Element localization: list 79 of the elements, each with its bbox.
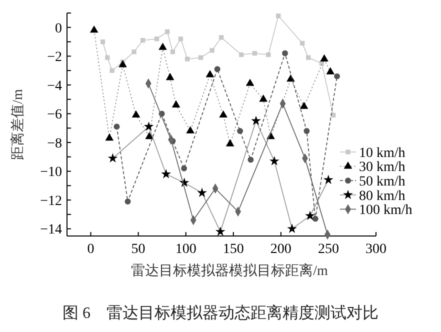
- point: [214, 66, 220, 72]
- x-tick-label: 100: [175, 242, 196, 257]
- y-tick-label: −12: [40, 194, 62, 209]
- point: [105, 133, 114, 141]
- point: [164, 29, 170, 34]
- point: [181, 165, 188, 172]
- point: [114, 124, 120, 130]
- point: [269, 156, 280, 166]
- point: [237, 128, 244, 134]
- point: [105, 55, 110, 60]
- point: [197, 188, 207, 198]
- point: [158, 42, 167, 50]
- point: [140, 38, 146, 43]
- point: [186, 126, 194, 134]
- point: [178, 36, 184, 42]
- point: [215, 226, 226, 236]
- point: [154, 36, 160, 42]
- point: [320, 54, 328, 62]
- point: [198, 55, 204, 60]
- x-tick-label: 50: [131, 242, 146, 257]
- x-axis-title: 雷达目标模拟器模拟目标距离/m: [131, 263, 328, 279]
- y-tick-label: −6: [47, 108, 62, 123]
- point: [170, 50, 176, 54]
- legend-label: 50 km/h: [359, 174, 406, 190]
- y-tick-label: −4: [47, 78, 62, 94]
- y-tick-label: −2: [47, 50, 62, 66]
- point: [287, 224, 297, 233]
- point: [124, 198, 131, 204]
- point: [206, 70, 214, 78]
- point: [282, 50, 288, 56]
- point: [276, 14, 281, 18]
- point: [108, 153, 118, 162]
- point: [218, 35, 224, 40]
- legend-label: 80 km/h: [359, 188, 406, 204]
- point: [185, 56, 190, 62]
- point: [246, 78, 254, 86]
- point: [226, 139, 234, 146]
- point: [259, 94, 268, 102]
- point: [305, 210, 315, 220]
- point: [132, 50, 136, 54]
- legend-label: 30 km/h: [359, 160, 406, 176]
- point: [251, 116, 261, 126]
- y-tick-label: 0: [55, 21, 62, 36]
- point: [132, 110, 140, 118]
- point: [100, 39, 106, 44]
- y-tick-label: −8: [47, 136, 62, 152]
- x-tick-label: 150: [222, 242, 244, 257]
- legend-label: 10 km/h: [359, 146, 406, 161]
- point: [145, 132, 154, 140]
- x-tick-label: 250: [318, 242, 339, 257]
- point: [300, 40, 305, 46]
- point: [144, 121, 154, 131]
- point: [306, 55, 311, 60]
- point: [118, 60, 127, 68]
- y-axis-title: 距离差值/m: [10, 89, 26, 160]
- point: [304, 128, 310, 134]
- x-tick-label: 300: [366, 242, 386, 257]
- point: [266, 52, 271, 58]
- point: [90, 25, 98, 33]
- point: [326, 67, 335, 74]
- point: [210, 48, 214, 53]
- point: [161, 168, 171, 178]
- point: [323, 174, 334, 184]
- point: [334, 73, 340, 80]
- point: [312, 216, 318, 222]
- point: [219, 110, 228, 118]
- point: [239, 52, 244, 58]
- point: [252, 50, 258, 56]
- x-tick-label: 200: [270, 242, 292, 257]
- point: [110, 68, 114, 73]
- point: [166, 72, 174, 80]
- point: [300, 102, 308, 109]
- y-tick-label: −10: [40, 165, 62, 180]
- y-tick-label: −14: [40, 222, 62, 238]
- point: [172, 100, 180, 108]
- caption: 图 6 雷达目标模拟器动态距离精度测试对比: [62, 304, 378, 322]
- x-tick-label: 0: [87, 242, 94, 257]
- point: [248, 156, 254, 163]
- legend-label: 100 km/h: [359, 203, 412, 218]
